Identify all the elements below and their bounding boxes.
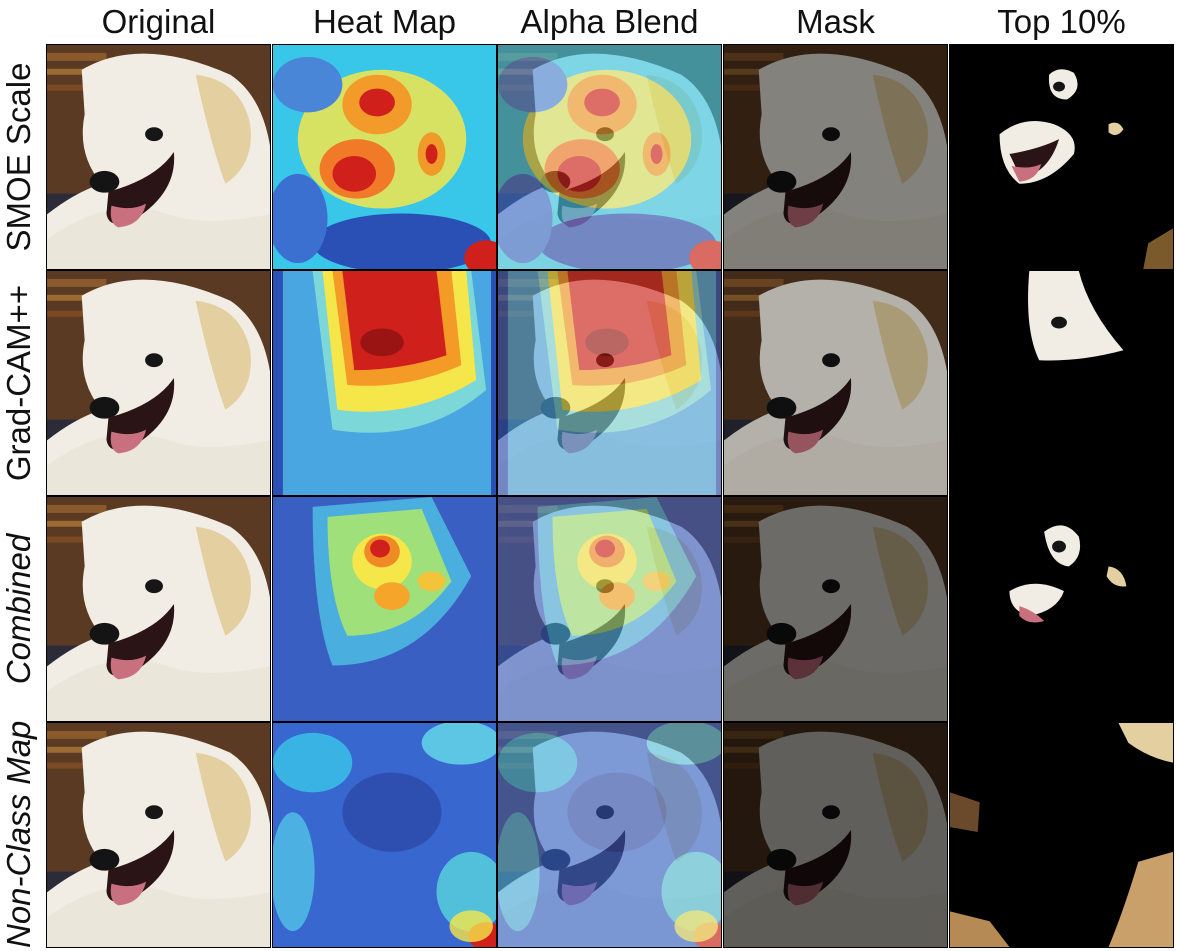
row-label-non-class-map: Non-Class Map (0, 720, 37, 948)
row-label-smoe-scale: SMOE Scale (0, 62, 37, 252)
image-mask-nonclass (723, 722, 948, 948)
image-top-10-nonclass (949, 722, 1174, 948)
image-alpha-blend-gradcam (497, 270, 722, 496)
image-alpha-blend-combined (497, 496, 722, 722)
image-original-nonclass (46, 722, 271, 948)
image-alpha-blend-nonclass (497, 722, 722, 948)
image-mask-combined (723, 496, 948, 722)
image-heat-map-combined (272, 496, 497, 722)
image-top-10-smoe (949, 44, 1174, 270)
row-label-grad-cam: Grad-CAM++ (0, 284, 37, 482)
column-title-mask: Mask (796, 3, 875, 40)
column-title-top-10: Top 10% (997, 3, 1126, 40)
column-title-original: Original (101, 3, 216, 40)
image-mask-gradcam (723, 270, 948, 496)
image-original-smoe (46, 44, 271, 270)
image-mask-smoe (723, 44, 948, 270)
row-label-combined: Combined (0, 533, 37, 685)
image-alpha-blend-smoe (497, 44, 722, 270)
image-heat-map-nonclass (272, 722, 497, 948)
image-heat-map-gradcam (272, 270, 497, 496)
image-heat-map-smoe (272, 44, 497, 270)
image-top-10-gradcam (949, 270, 1174, 496)
column-title-alpha-blend: Alpha Blend (520, 3, 699, 40)
column-title-heat-map: Heat Map (312, 3, 457, 40)
image-original-combined (46, 496, 271, 722)
image-top-10-combined (949, 496, 1174, 722)
image-original-gradcam (46, 270, 271, 496)
